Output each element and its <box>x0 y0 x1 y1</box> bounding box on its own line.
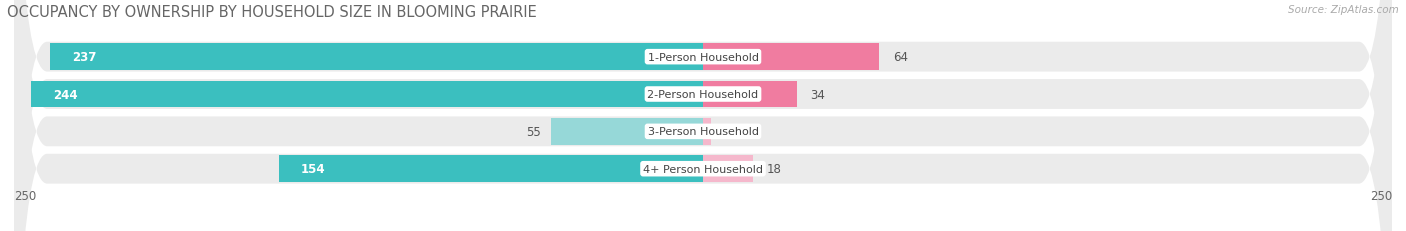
FancyBboxPatch shape <box>14 0 1392 231</box>
FancyBboxPatch shape <box>14 0 1392 231</box>
Text: 1-Person Household: 1-Person Household <box>648 52 758 62</box>
Bar <box>703 44 879 71</box>
Text: 64: 64 <box>893 51 908 64</box>
FancyBboxPatch shape <box>14 0 1392 231</box>
Text: 250: 250 <box>14 189 37 202</box>
Text: 55: 55 <box>526 125 540 138</box>
Text: 3: 3 <box>725 125 733 138</box>
Bar <box>278 156 703 182</box>
Bar <box>551 119 703 145</box>
Bar <box>703 156 752 182</box>
Text: OCCUPANCY BY OWNERSHIP BY HOUSEHOLD SIZE IN BLOOMING PRAIRIE: OCCUPANCY BY OWNERSHIP BY HOUSEHOLD SIZE… <box>7 5 537 20</box>
Bar <box>49 44 703 71</box>
Text: 244: 244 <box>52 88 77 101</box>
Text: 250: 250 <box>1369 189 1392 202</box>
Text: 2-Person Household: 2-Person Household <box>647 90 759 100</box>
Text: Source: ZipAtlas.com: Source: ZipAtlas.com <box>1288 5 1399 15</box>
Text: 34: 34 <box>810 88 825 101</box>
Text: 237: 237 <box>72 51 96 64</box>
Text: 4+ Person Household: 4+ Person Household <box>643 164 763 174</box>
Text: 18: 18 <box>766 162 782 175</box>
Text: 3-Person Household: 3-Person Household <box>648 127 758 137</box>
Bar <box>703 119 711 145</box>
FancyBboxPatch shape <box>14 0 1392 231</box>
Bar <box>703 81 797 108</box>
Bar <box>31 81 703 108</box>
Text: 154: 154 <box>301 162 325 175</box>
